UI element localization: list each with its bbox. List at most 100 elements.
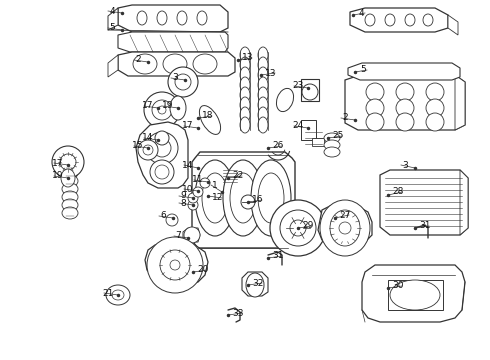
Polygon shape xyxy=(348,63,460,80)
Ellipse shape xyxy=(258,107,268,123)
Ellipse shape xyxy=(223,160,263,236)
Ellipse shape xyxy=(163,54,187,74)
Ellipse shape xyxy=(240,117,250,133)
Ellipse shape xyxy=(155,165,169,179)
Text: 28: 28 xyxy=(392,188,404,197)
Ellipse shape xyxy=(147,237,203,293)
Bar xyxy=(312,138,324,146)
Ellipse shape xyxy=(52,146,84,178)
Text: 4: 4 xyxy=(358,9,364,18)
Polygon shape xyxy=(145,242,208,285)
Ellipse shape xyxy=(320,200,370,256)
Text: 16: 16 xyxy=(252,195,264,204)
Ellipse shape xyxy=(426,83,444,101)
Ellipse shape xyxy=(405,14,415,26)
Ellipse shape xyxy=(258,87,268,103)
Ellipse shape xyxy=(385,14,395,26)
Text: 32: 32 xyxy=(252,279,264,288)
Ellipse shape xyxy=(62,167,78,179)
Polygon shape xyxy=(448,15,458,35)
Ellipse shape xyxy=(188,193,198,203)
Text: 2: 2 xyxy=(342,113,348,122)
Ellipse shape xyxy=(146,132,178,164)
Polygon shape xyxy=(183,228,200,242)
Ellipse shape xyxy=(62,199,78,211)
Text: 1: 1 xyxy=(212,180,218,189)
Text: 30: 30 xyxy=(392,282,404,291)
Ellipse shape xyxy=(366,99,384,117)
Ellipse shape xyxy=(258,47,268,63)
Ellipse shape xyxy=(339,222,351,234)
Ellipse shape xyxy=(62,191,78,203)
Polygon shape xyxy=(136,122,188,188)
Ellipse shape xyxy=(155,131,169,145)
Text: 10: 10 xyxy=(182,184,194,194)
Ellipse shape xyxy=(241,195,255,209)
Polygon shape xyxy=(455,75,465,130)
Ellipse shape xyxy=(240,97,250,113)
Polygon shape xyxy=(380,170,468,235)
Text: 20: 20 xyxy=(197,266,209,274)
Ellipse shape xyxy=(195,160,235,236)
Ellipse shape xyxy=(390,280,440,310)
Text: 24: 24 xyxy=(293,122,304,130)
Text: 22: 22 xyxy=(232,171,244,180)
Ellipse shape xyxy=(200,178,210,188)
Ellipse shape xyxy=(62,159,78,171)
Polygon shape xyxy=(108,8,118,30)
Polygon shape xyxy=(242,272,268,296)
Ellipse shape xyxy=(61,169,75,187)
Ellipse shape xyxy=(197,11,207,25)
Ellipse shape xyxy=(258,173,284,223)
Ellipse shape xyxy=(258,117,268,133)
Polygon shape xyxy=(362,265,465,322)
Text: 25: 25 xyxy=(332,131,343,140)
Ellipse shape xyxy=(240,47,250,63)
Ellipse shape xyxy=(290,220,306,236)
Ellipse shape xyxy=(324,133,340,143)
Ellipse shape xyxy=(152,100,172,120)
Ellipse shape xyxy=(251,160,291,236)
Ellipse shape xyxy=(423,14,433,26)
Ellipse shape xyxy=(166,214,178,226)
Text: 19: 19 xyxy=(52,171,64,180)
Text: 33: 33 xyxy=(232,309,244,318)
Ellipse shape xyxy=(177,11,187,25)
Ellipse shape xyxy=(280,210,316,246)
Text: 3: 3 xyxy=(172,73,178,82)
Ellipse shape xyxy=(396,113,414,131)
Ellipse shape xyxy=(366,113,384,131)
Text: 23: 23 xyxy=(293,81,304,90)
Polygon shape xyxy=(108,55,118,77)
Ellipse shape xyxy=(202,173,228,223)
Ellipse shape xyxy=(143,145,153,155)
Ellipse shape xyxy=(258,67,268,83)
Ellipse shape xyxy=(366,83,384,101)
Text: 19: 19 xyxy=(162,102,174,111)
Ellipse shape xyxy=(158,106,166,114)
Text: 21: 21 xyxy=(102,288,114,297)
Ellipse shape xyxy=(170,260,180,270)
Text: 14: 14 xyxy=(142,134,154,143)
Ellipse shape xyxy=(246,273,264,297)
Text: 31: 31 xyxy=(272,252,284,261)
Ellipse shape xyxy=(324,147,340,157)
Text: 26: 26 xyxy=(272,141,284,150)
Text: 14: 14 xyxy=(182,161,194,170)
Ellipse shape xyxy=(426,99,444,117)
Text: 13: 13 xyxy=(265,68,277,77)
Ellipse shape xyxy=(240,67,250,83)
Ellipse shape xyxy=(426,113,444,131)
Ellipse shape xyxy=(184,227,200,243)
Text: 11: 11 xyxy=(192,175,204,184)
Text: 18: 18 xyxy=(202,112,214,121)
Ellipse shape xyxy=(258,97,268,113)
Ellipse shape xyxy=(137,11,147,25)
Ellipse shape xyxy=(60,154,76,170)
Ellipse shape xyxy=(133,54,157,74)
Ellipse shape xyxy=(112,290,124,300)
Ellipse shape xyxy=(144,92,180,128)
Polygon shape xyxy=(460,170,468,235)
Text: 27: 27 xyxy=(339,211,351,220)
Text: 12: 12 xyxy=(212,194,224,202)
